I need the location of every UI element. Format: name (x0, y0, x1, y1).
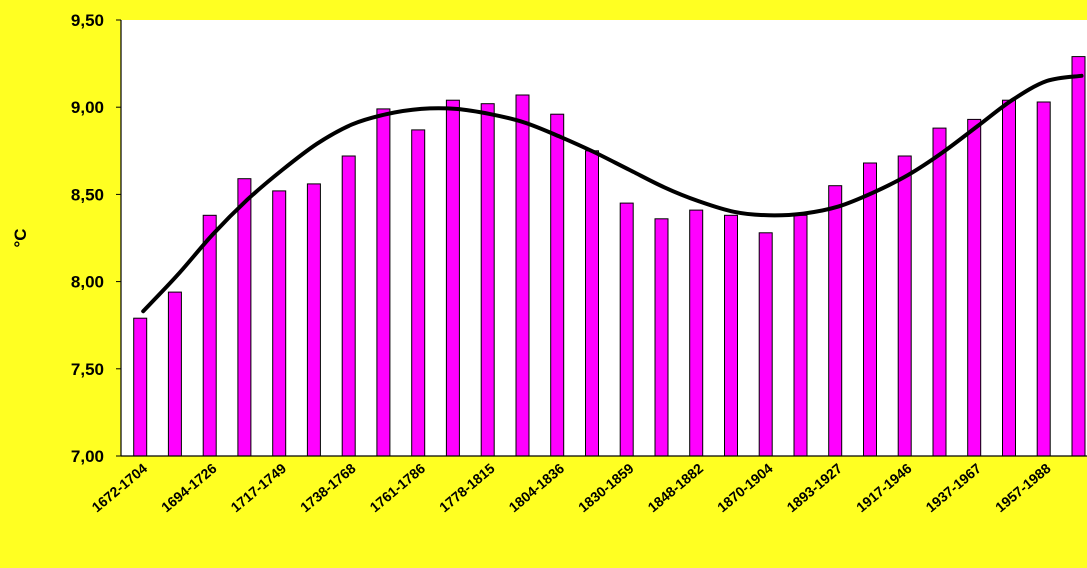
bar (272, 190, 287, 457)
x-axis-ticks: 1672-1704 1694-1726 1717-1749 1738-1768 1761… (89, 460, 1054, 515)
y-tick-label: 9,00 (71, 98, 104, 117)
bar (758, 232, 773, 457)
x-tick-label: 1778-1815 (436, 460, 498, 515)
y-tick-label: 8,00 (71, 273, 104, 292)
bar (585, 150, 599, 457)
bar (167, 291, 182, 457)
bar (411, 129, 426, 457)
bar (654, 218, 669, 457)
bar (863, 162, 877, 457)
y-tick-label: 7,00 (71, 447, 104, 466)
bar (932, 127, 947, 457)
bar (1071, 56, 1086, 457)
x-tick-label: 1848-1882 (645, 460, 707, 515)
y-axis-ticks: 7,00 7,50 8,00 8,50 9,00 9,50 (71, 11, 121, 466)
bar (341, 155, 356, 457)
bar (967, 118, 982, 457)
bar (550, 113, 565, 457)
bar (306, 183, 321, 457)
x-tick-label: 1761-1786 (367, 460, 429, 515)
bar (376, 108, 391, 457)
y-tick-label: 9,50 (71, 11, 104, 30)
trend-line (141, 73, 1084, 314)
bar (480, 103, 495, 457)
x-tick-label: 1893-1927 (784, 460, 846, 515)
x-tick-label: 1717-1749 (228, 460, 290, 515)
x-tick-label: 1738-1768 (297, 460, 359, 515)
bar (445, 99, 460, 457)
x-tick-label: 1957-1988 (992, 460, 1054, 515)
x-tick-label: 1917-1946 (853, 460, 915, 515)
x-tick-label: 1672-1704 (89, 460, 151, 515)
x-tick-label: 1830-1859 (575, 460, 637, 515)
bar (133, 317, 148, 457)
bar-series (133, 56, 1086, 457)
bar (724, 214, 738, 457)
x-tick-label: 1694-1726 (158, 460, 220, 515)
bar (619, 202, 634, 457)
bar (1036, 101, 1051, 457)
x-tick-label: 1937-1967 (923, 460, 985, 515)
bar (689, 209, 704, 457)
y-tick-label: 8,50 (71, 185, 104, 204)
bar (897, 155, 912, 457)
y-axis-label: °C (11, 228, 30, 247)
bar (828, 185, 843, 457)
bar (515, 94, 530, 457)
bar (237, 178, 252, 457)
bar (202, 214, 217, 457)
y-tick-label: 7,50 (71, 360, 104, 379)
bar (1002, 99, 1016, 457)
x-tick-label: 1870-1904 (714, 460, 776, 515)
x-tick-label: 1804-1836 (506, 460, 568, 515)
bar (793, 214, 808, 457)
